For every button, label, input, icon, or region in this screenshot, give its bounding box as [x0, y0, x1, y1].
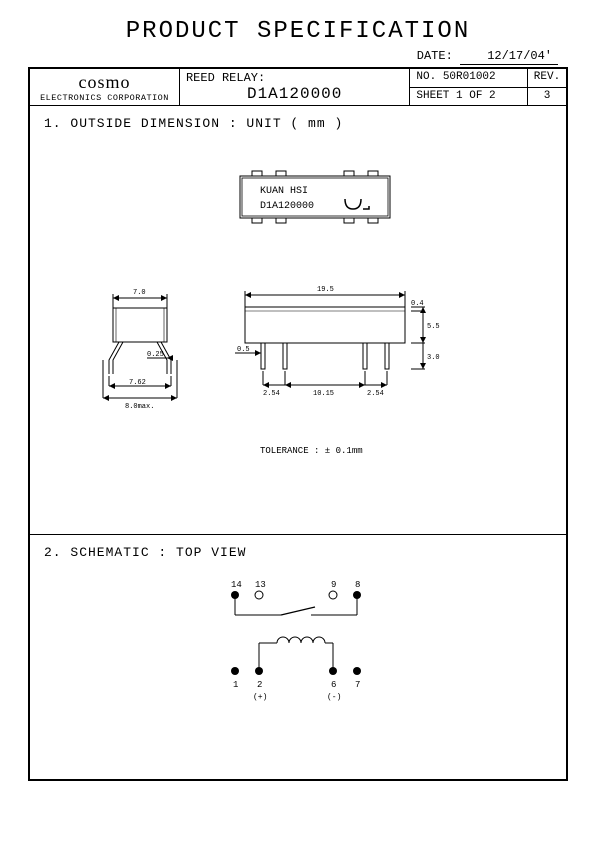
schematic-diagram: 14 13 9 8 [205, 573, 405, 723]
docno-label: NO. [416, 71, 436, 83]
section1-heading: 1. OUTSIDE DIMENSION : UNIT ( mm ) [44, 116, 552, 131]
document-frame: cosmo ELECTRONICS CORPORATION REED RELAY… [28, 67, 568, 781]
docno-value: 50R01002 [443, 71, 496, 83]
dim-pin-h: 3.0 [427, 354, 440, 362]
section2-heading: 2. SCHEMATIC : TOP VIEW [44, 545, 552, 560]
reed-model: D1A120000 [186, 85, 403, 103]
tolerance: TOLERANCE : ± 0.1mm [260, 446, 363, 456]
pkg-line1: KUAN HSI [260, 186, 308, 197]
dim-side-h: 5.5 [427, 323, 440, 331]
pin-6: 6 [331, 680, 336, 690]
package-side-view: 19.5 5.5 0.4 [225, 281, 455, 441]
company-brand: cosmo [32, 72, 177, 93]
date-value: 12/17/04' [460, 49, 558, 65]
pin-13: 13 [255, 580, 266, 590]
page-title: PRODUCT SPECIFICATION [28, 18, 568, 45]
dim-pin-thick: 0.25 [147, 351, 164, 359]
docno: NO. 50R01002 [410, 69, 528, 87]
date-label: DATE: [417, 49, 453, 63]
dim-pitch-in: 10.15 [313, 390, 334, 398]
reed-label: REED RELAY: [186, 71, 403, 85]
dim-side-len: 19.5 [317, 286, 334, 294]
package-end-view: 7.0 0.25 7.62 [85, 286, 195, 426]
rev-label: REV. [528, 69, 566, 87]
dim-pitch-l: 2.54 [263, 390, 280, 398]
dim-pitch-r: 2.54 [367, 390, 384, 398]
dim-pin-w: 0.5 [237, 346, 250, 354]
header-table: cosmo ELECTRONICS CORPORATION REED RELAY… [30, 69, 566, 106]
pin-14: 14 [231, 580, 242, 590]
reed-cell: REED RELAY: D1A120000 [180, 69, 410, 105]
company-sub: ELECTRONICS CORPORATION [32, 93, 177, 103]
dim-side-top: 0.4 [411, 300, 424, 308]
pin-7: 7 [355, 680, 360, 690]
sheet: SHEET 1 OF 2 [410, 88, 528, 106]
pin-2: 2 [257, 680, 262, 690]
pkg-line2: D1A120000 [260, 201, 314, 212]
company-cell: cosmo ELECTRONICS CORPORATION [30, 69, 180, 105]
minus: (-) [327, 693, 341, 702]
dim-end-max: 8.0max. [125, 403, 154, 411]
docinfo-cell: NO. 50R01002 REV. SHEET 1 OF 2 3 [410, 69, 566, 105]
package-top-view: KUAN HSI D1A120000 [230, 161, 400, 231]
section-outside-dimension: 1. OUTSIDE DIMENSION : UNIT ( mm ) KUAN … [30, 106, 566, 535]
pin-1: 1 [233, 680, 238, 690]
rev-value: 3 [528, 88, 566, 106]
pin-8: 8 [355, 580, 360, 590]
pin-9: 9 [331, 580, 336, 590]
dim-end-span: 7.62 [129, 379, 146, 387]
plus: (+) [253, 693, 267, 702]
date-row: DATE: 12/17/04' [28, 49, 568, 65]
dim-end-width: 7.0 [133, 289, 146, 297]
section-schematic: 2. SCHEMATIC : TOP VIEW 14 13 9 8 [30, 535, 566, 779]
